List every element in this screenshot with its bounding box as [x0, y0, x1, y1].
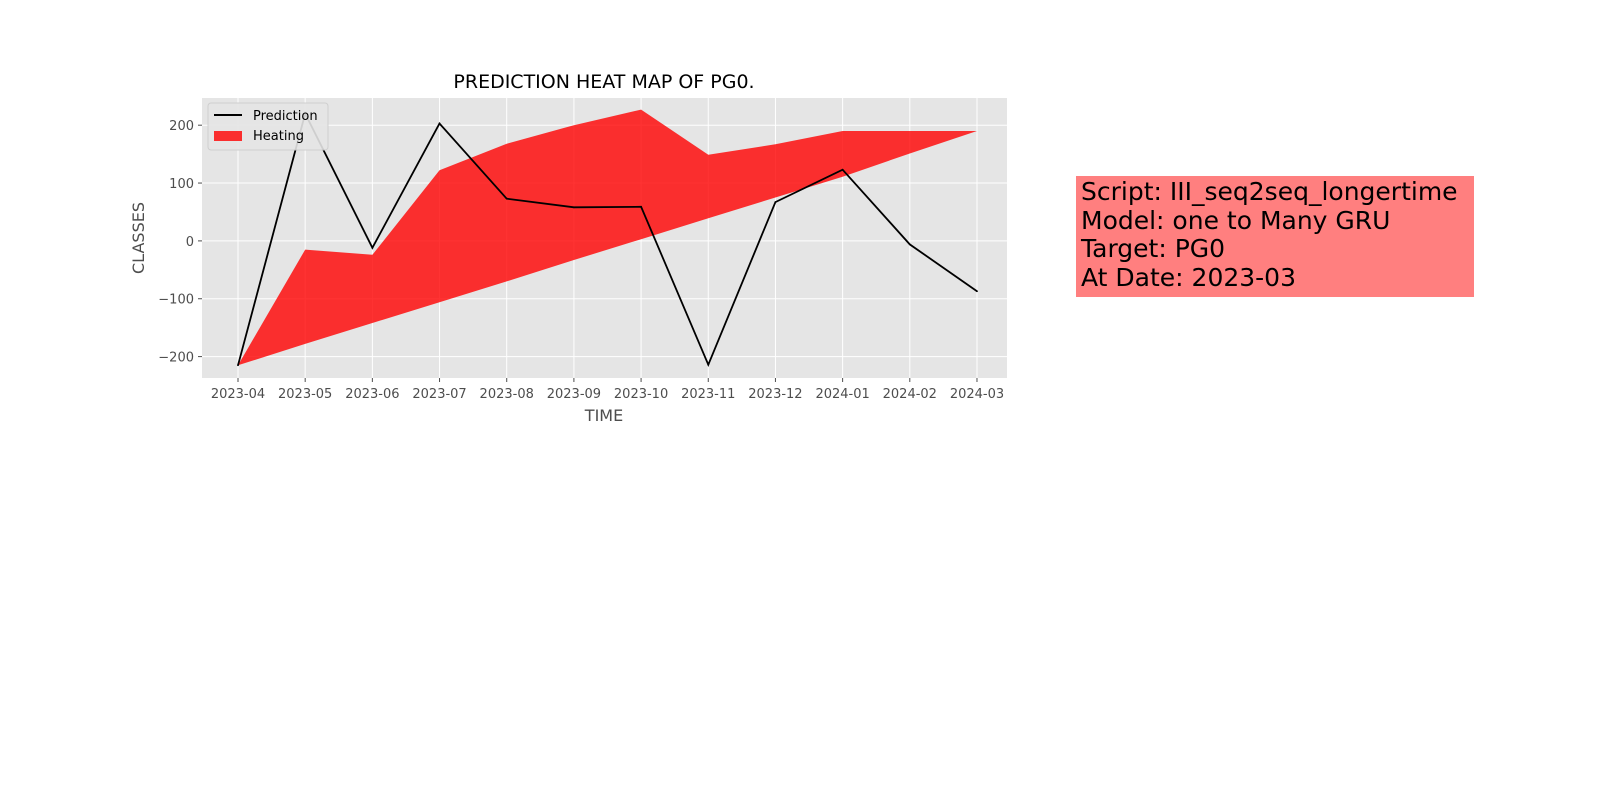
info-script-line: Script: III_seq2seq_longertime — [1081, 177, 1458, 206]
legend-heating-swatch — [214, 131, 242, 141]
legend-prediction-label: Prediction — [253, 109, 318, 124]
prediction-line — [237, 111, 978, 368]
prediction-point — [774, 201, 777, 204]
y-tick-label: 200 — [169, 119, 194, 134]
prediction-point — [976, 290, 978, 293]
x-tick-label: 2024-01 — [815, 387, 869, 402]
x-tick-label: 2023-07 — [412, 387, 466, 402]
x-tick-label: 2023-08 — [480, 387, 534, 402]
y-tick-label: −100 — [158, 293, 194, 308]
x-tick-label: 2023-05 — [278, 387, 332, 402]
x-tick-label: 2023-11 — [681, 387, 735, 402]
prediction-point — [371, 246, 374, 249]
x-tick-label: 2023-04 — [211, 387, 265, 402]
x-tick-label: 2024-03 — [950, 387, 1004, 402]
y-tick-label: 0 — [186, 235, 194, 250]
legend-heating-label: Heating — [253, 129, 304, 144]
info-box: Script: III_seq2seq_longertime Model: on… — [1076, 176, 1474, 297]
prediction-point — [438, 122, 441, 125]
info-target-line: Target: PG0 — [1081, 234, 1226, 263]
info-date-line: At Date: 2023-03 — [1081, 262, 1296, 292]
chart-title: PREDICTION HEAT MAP OF PG0. — [453, 71, 754, 93]
y-tick-label: −200 — [158, 351, 194, 366]
info-model-line: Model: one to Many GRU — [1081, 205, 1391, 235]
prediction-point — [908, 243, 911, 246]
heating-area — [238, 109, 977, 366]
prediction-point — [505, 197, 508, 200]
y-tick-label: 100 — [169, 177, 194, 192]
x-tick-label: 2023-10 — [614, 387, 668, 402]
prediction-point — [573, 206, 575, 209]
x-tick-label: 2023-12 — [748, 387, 802, 402]
prediction-point — [707, 363, 710, 366]
x-axis-label: TIME — [584, 406, 623, 425]
y-ticks: −200 −100 0 100 200 — [158, 119, 202, 366]
prediction-point — [640, 205, 642, 208]
prediction-point — [237, 364, 239, 367]
prediction-point — [841, 168, 844, 171]
heating-area-layer — [238, 109, 977, 366]
x-tick-label: 2023-06 — [345, 387, 399, 402]
x-ticks: 2023-04 2023-05 2023-06 2023-07 2023-08 2023-… — [211, 378, 1004, 402]
x-tick-label: 2023-09 — [547, 387, 601, 402]
y-axis-label: CLASSES — [129, 202, 148, 274]
x-tick-label: 2024-02 — [883, 387, 937, 402]
legend: Prediction Heating — [207, 102, 329, 151]
